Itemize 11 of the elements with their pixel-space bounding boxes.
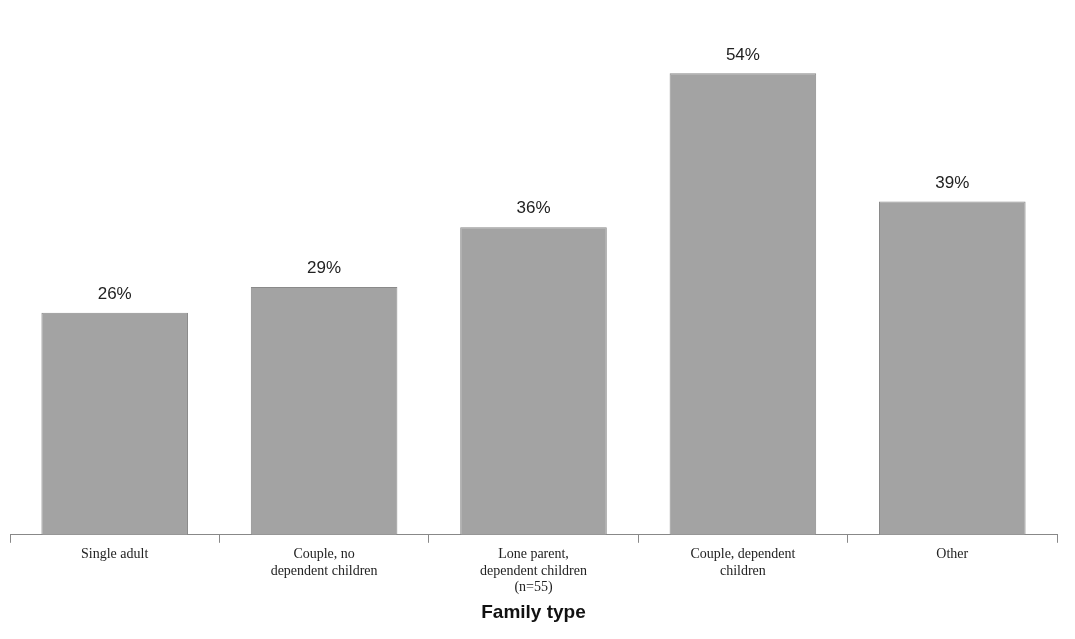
x-tick-label: Lone parent, dependent children (n=55) xyxy=(480,545,587,596)
data-label: 26% xyxy=(97,283,132,303)
x-tick-label: Couple, dependent children xyxy=(690,545,796,578)
data-label: 54% xyxy=(725,44,760,64)
data-label: 29% xyxy=(307,258,342,278)
x-axis-title: Family type xyxy=(481,600,586,622)
data-label: 36% xyxy=(516,198,551,218)
data-label: 39% xyxy=(935,172,970,192)
x-tick-label: Single adult xyxy=(81,545,149,561)
x-tick-label: Couple, no dependent children xyxy=(270,545,378,578)
x-tick-label: Other xyxy=(936,545,969,561)
